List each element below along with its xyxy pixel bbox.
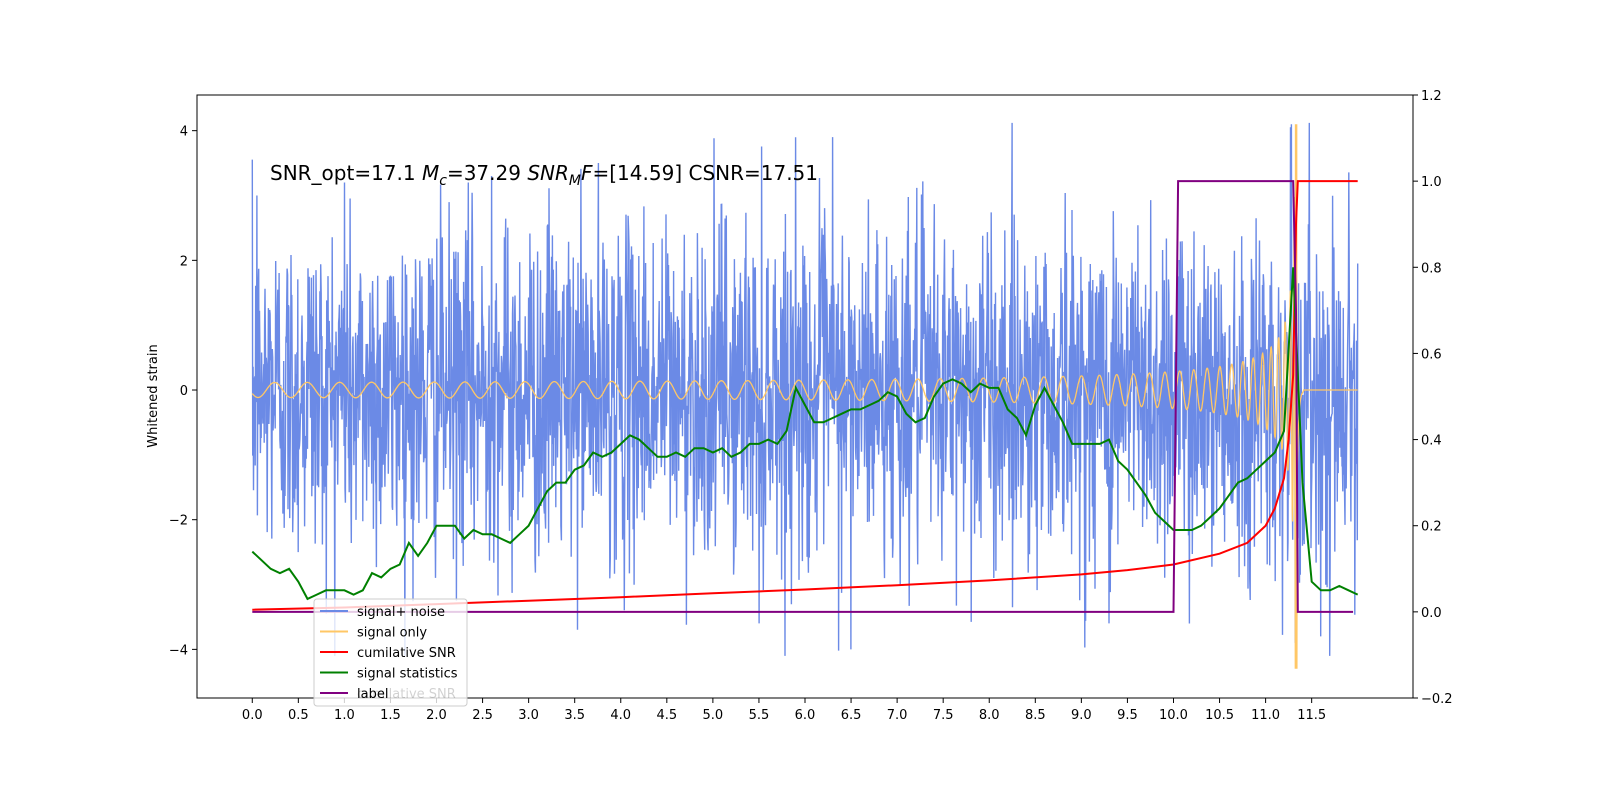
x-tick-label: 2.0 xyxy=(426,708,447,723)
y-axis-label: Whitened strain xyxy=(146,344,161,447)
x-tick-label: 7.5 xyxy=(933,708,954,723)
y-right-tick-label: 1.0 xyxy=(1421,175,1442,190)
y-left-tick-label: 0 xyxy=(180,384,188,399)
y-right-tick-label: 0.2 xyxy=(1421,520,1442,535)
series-label xyxy=(252,180,1354,613)
x-tick-label: 8.0 xyxy=(979,708,1000,723)
legend: signal+ noise signal only cumilative SNR si… xyxy=(313,598,468,707)
x-axis: 0.0 0.5 1.0 1.5 2.0 2.5 3.0 3.5 4.0 4.5 5.0 5.5 6.0 6… xyxy=(242,698,1326,723)
series-signal-only xyxy=(251,124,1358,669)
series-cumulative-snr xyxy=(252,180,1358,611)
x-tick-label: 9.0 xyxy=(1071,708,1092,723)
x-tick-label: 1.5 xyxy=(380,708,401,723)
x-tick-label: 0.0 xyxy=(242,708,263,723)
y-right-tick-label: 0.8 xyxy=(1421,261,1442,276)
x-tick-label: 10.5 xyxy=(1205,708,1234,723)
x-tick-label: 9.5 xyxy=(1117,708,1138,723)
x-tick-label: 11.5 xyxy=(1297,708,1326,723)
x-tick-label: 5.0 xyxy=(703,708,724,723)
y-left-tick-label: −4 xyxy=(169,643,188,658)
legend-label: cumilative SNR xyxy=(357,646,456,661)
y-right-tick-label: −0.2 xyxy=(1421,692,1453,707)
x-tick-label: 3.5 xyxy=(564,708,585,723)
legend-box xyxy=(313,598,468,707)
x-tick-label: 11.0 xyxy=(1251,708,1280,723)
legend-label: signal+ noise xyxy=(357,605,445,620)
chart-title: SNR_opt=17.1 Mc=37.29 SNRMF=[14.59] CSNR… xyxy=(270,161,818,189)
y-axis-right: −0.2 0.0 0.2 0.4 0.6 0.8 1.0 1.2 xyxy=(1413,89,1453,707)
x-tick-label: 0.5 xyxy=(288,708,309,723)
x-tick-label: 6.5 xyxy=(841,708,862,723)
series-signal-noise xyxy=(251,122,1359,656)
y-right-tick-label: 0.0 xyxy=(1421,606,1442,621)
x-tick-label: 1.0 xyxy=(334,708,355,723)
y-right-tick-label: 0.4 xyxy=(1421,434,1442,449)
legend-ghost-label: cumilative SNR xyxy=(357,687,456,702)
y-left-tick-label: 4 xyxy=(180,125,188,140)
x-tick-label: 7.0 xyxy=(887,708,908,723)
y-left-tick-label: −2 xyxy=(169,514,188,529)
y-axis-left: −4 −2 0 2 4 xyxy=(169,125,197,658)
series-layer xyxy=(251,122,1359,669)
y-left-tick-label: 2 xyxy=(180,254,188,269)
legend-label: signal only xyxy=(357,626,427,641)
y-right-tick-label: 0.6 xyxy=(1421,347,1442,362)
x-tick-label: 2.5 xyxy=(472,708,493,723)
x-tick-label: 3.0 xyxy=(518,708,539,723)
x-tick-label: 8.5 xyxy=(1025,708,1046,723)
x-tick-label: 5.5 xyxy=(749,708,770,723)
legend-label: label xyxy=(357,687,388,702)
legend-label: signal statistics xyxy=(357,667,458,682)
x-tick-label: 6.0 xyxy=(795,708,816,723)
x-tick-label: 4.5 xyxy=(656,708,677,723)
x-tick-label: 10.0 xyxy=(1159,708,1188,723)
x-tick-label: 4.0 xyxy=(610,708,631,723)
y-right-tick-label: 1.2 xyxy=(1421,89,1442,104)
